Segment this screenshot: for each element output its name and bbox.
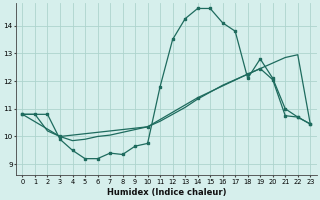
X-axis label: Humidex (Indice chaleur): Humidex (Indice chaleur)	[107, 188, 226, 197]
